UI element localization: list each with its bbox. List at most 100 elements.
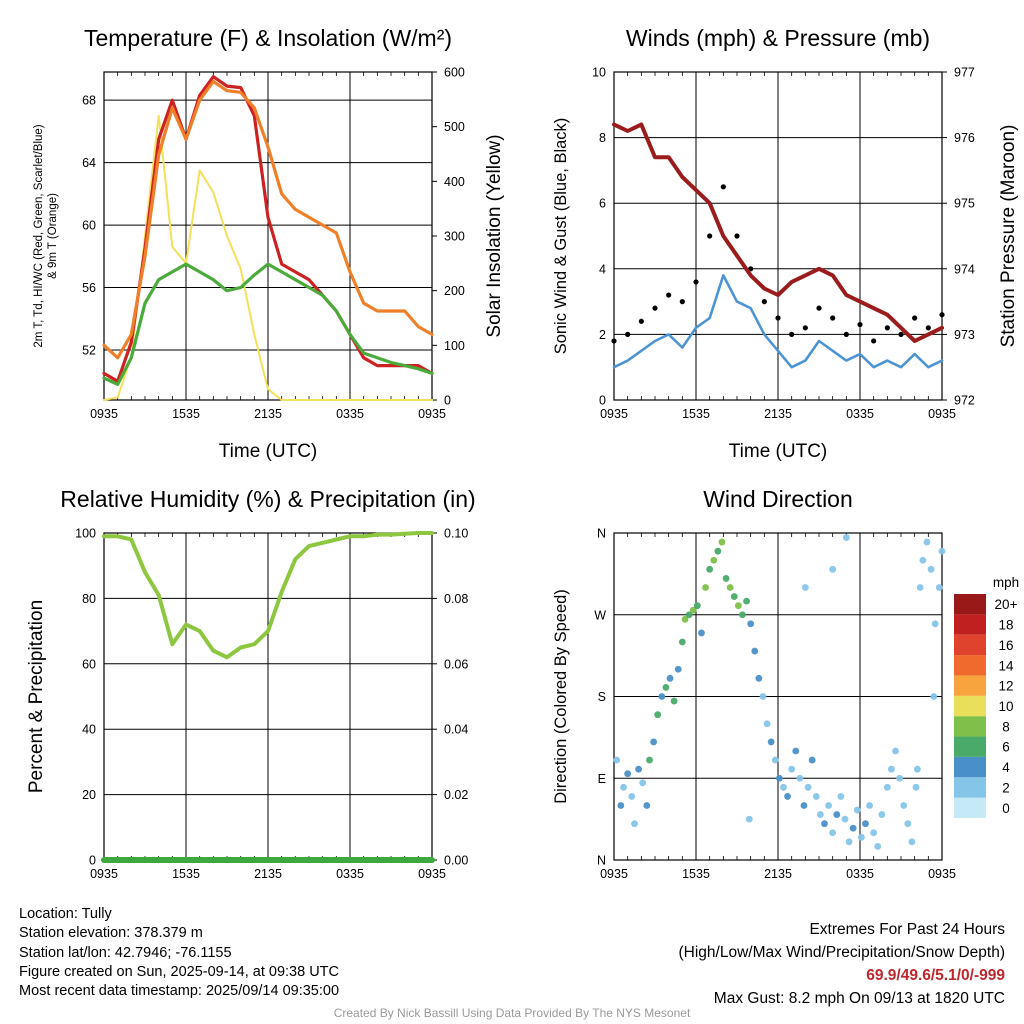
y-tick-label: 6 (599, 197, 606, 211)
direction-point (631, 820, 638, 828)
y2-tick-label: 300 (444, 230, 465, 244)
direction-point (639, 779, 647, 787)
gust-point (830, 315, 836, 321)
direction-point (927, 565, 935, 573)
direction-point (801, 584, 809, 591)
direction-point (624, 770, 632, 778)
direction-point (670, 697, 678, 705)
y-axis-label: Direction (Colored By Speed) (552, 589, 570, 804)
x-tick-label: 1535 (172, 867, 200, 881)
y2-tick-label: 100 (444, 339, 465, 353)
x-tick-label: 0935 (928, 867, 956, 881)
y-tick-label: E (598, 772, 606, 786)
direction-point (845, 838, 853, 846)
colorbar-swatch (954, 655, 986, 676)
direction-point (755, 674, 763, 682)
y2-tick-label: 200 (444, 284, 465, 298)
direction-point (620, 783, 627, 791)
direction-point (900, 802, 908, 809)
y-tick-label: 40 (82, 723, 96, 737)
y2-tick-label: 976 (954, 131, 975, 145)
direction-point (904, 820, 912, 828)
direction-point (662, 684, 670, 691)
x-axis-label: Time (UTC) (729, 441, 828, 462)
colorbar-swatch (954, 797, 986, 818)
y-tick-label: 64 (82, 156, 96, 170)
direction-point (628, 793, 636, 800)
y2-tick-label: 977 (954, 66, 975, 80)
y-tick-label: N (597, 854, 606, 868)
direction-point (678, 638, 686, 646)
direction-point (935, 584, 943, 591)
direction-point (650, 738, 658, 746)
direction-point (654, 711, 662, 719)
direction-point (841, 815, 849, 823)
x-tick-label: 2135 (764, 867, 792, 881)
direction-point (796, 774, 804, 782)
gust-point (857, 321, 863, 328)
direction-point (710, 556, 718, 564)
colorbar-label: 12 (998, 679, 1013, 694)
gust-point (912, 315, 918, 321)
gust-point (775, 315, 781, 321)
y2-axis-label: Solar Insolation (Yellow) (484, 134, 505, 337)
colorbar-label: 4 (1002, 760, 1010, 775)
gust-point (638, 318, 644, 324)
dewpoint-line (102, 262, 434, 386)
direction-point (658, 693, 666, 700)
x-tick-label: 0935 (418, 867, 446, 881)
x-tick-label: 0935 (600, 407, 628, 421)
direction-point (743, 597, 750, 605)
y-axis-label-line1: 2m T, Td, HI/WC (Red, Green, Scarlet/Blu… (33, 124, 45, 347)
y-axis-label: Percent & Precipitation (26, 600, 47, 793)
direction-point (883, 783, 891, 791)
direction-point (714, 547, 722, 555)
plot-frame (613, 532, 943, 861)
y2-tick-label: 0.00 (444, 854, 468, 868)
direction-point (734, 602, 742, 610)
direction-point (674, 665, 682, 673)
colorbar-label: 6 (1002, 740, 1010, 755)
direction-point (837, 793, 845, 800)
direction-point (916, 584, 924, 591)
direction-point (896, 774, 904, 782)
gust-point (789, 331, 795, 337)
x-tick-label: 0935 (928, 407, 956, 421)
elevation-text: Station elevation: 378.379 m (19, 925, 203, 942)
direction-point (914, 765, 921, 773)
x-tick-label: 0335 (846, 407, 874, 421)
location-text: Location: Tully (19, 906, 112, 922)
y-axis-label: Sonic Wind & Gust (Blue, Black) (552, 118, 570, 355)
gust-point (884, 325, 890, 331)
direction-point (816, 811, 824, 818)
direction-point (931, 620, 939, 628)
colorbar-title: mph (993, 575, 1019, 590)
chart-title: Temperature (F) & Insolation (W/m²) (84, 25, 452, 51)
colorbar-swatch (954, 695, 986, 717)
gust-point (693, 279, 699, 285)
gust-point (679, 299, 685, 305)
direction-point (792, 747, 800, 755)
colorbar-swatch (954, 614, 986, 635)
extremes-subtitle: (High/Low/Max Wind/Precipitation/Snow De… (678, 944, 1006, 961)
direction-point (788, 765, 796, 773)
plot-frame (103, 71, 433, 401)
x-tick-label: 1535 (682, 407, 710, 421)
gust-point (871, 338, 877, 344)
extremes-values: 69.9/49.6/5.1/0/-999 (866, 967, 1005, 984)
direction-point (938, 547, 946, 555)
direction-point (833, 811, 841, 818)
direction-point (689, 606, 697, 614)
y2-tick-label: 0.04 (444, 723, 468, 737)
direction-point (635, 765, 642, 773)
pressure-line (612, 122, 944, 343)
y-tick-label: 60 (82, 219, 96, 233)
direction-point (763, 720, 771, 728)
x-tick-label: 0935 (90, 407, 118, 421)
gust-point (925, 325, 931, 331)
gust-point (939, 312, 945, 318)
insolation-line (103, 114, 433, 401)
direction-point (666, 674, 674, 682)
station-info: Location: Tully Station elevation: 378.3… (19, 905, 339, 1001)
